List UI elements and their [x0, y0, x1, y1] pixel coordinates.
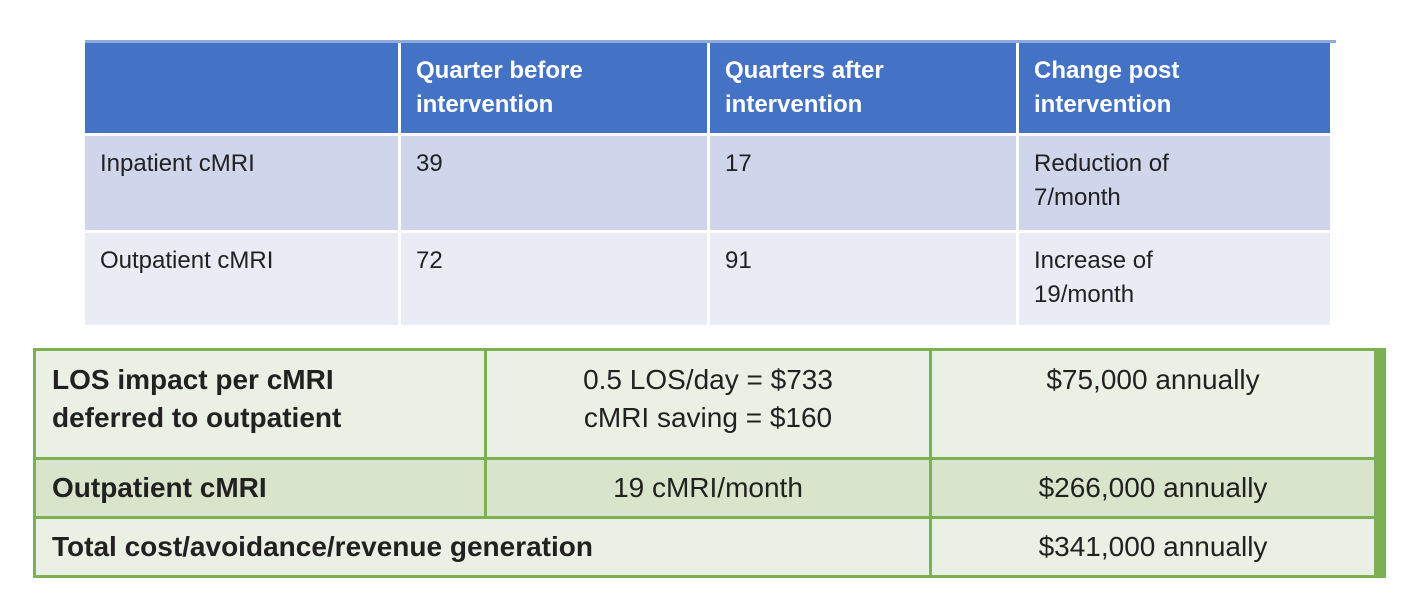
header-line: intervention [725, 91, 863, 119]
row-outpatient-before: 72 [401, 233, 707, 325]
row-inpatient-after: 17 [710, 136, 1016, 230]
row-outpatient-change: Increase of 19/month [1019, 233, 1330, 325]
label-line: deferred to outpatient [52, 401, 342, 433]
los-impact-label: LOS impact per cMRI deferred to outpatie… [36, 351, 484, 457]
header-change-post: Change post intervention [1019, 43, 1330, 133]
row-inpatient-change: Reduction of 7/month [1019, 136, 1330, 230]
outpatient-cmri-amount: $266,000 annually [932, 460, 1374, 516]
change-line: Reduction of [1034, 150, 1169, 177]
header-line: Quarter before [416, 57, 583, 84]
row-outpatient-after: 91 [710, 233, 1016, 325]
change-line: 19/month [1034, 281, 1135, 309]
total-label: Total cost/avoidance/revenue generation [36, 519, 929, 575]
outpatient-cmri-detail: 19 cMRI/month [487, 460, 929, 516]
row-inpatient-label: Inpatient cMRI [85, 136, 398, 230]
los-impact-detail: 0.5 LOS/day = $733 cMRI saving = $160 [487, 351, 929, 457]
header-line: intervention [416, 91, 554, 119]
header-line: Change post [1034, 57, 1180, 84]
detail-line: 0.5 LOS/day = $733 [583, 364, 833, 395]
header-blank-cell [85, 43, 398, 133]
los-impact-amount: $75,000 annually [932, 351, 1374, 457]
cost-avoidance-table: LOS impact per cMRI deferred to outpatie… [33, 348, 1386, 578]
intervention-results-table: Quarter before intervention Quarters aft… [85, 40, 1336, 325]
outpatient-cmri-label: Outpatient cMRI [36, 460, 484, 516]
header-line: intervention [1034, 91, 1172, 119]
total-amount: $341,000 annually [932, 519, 1374, 575]
row-inpatient-before: 39 [401, 136, 707, 230]
label-line: LOS impact per cMRI [52, 364, 334, 395]
header-quarters-after: Quarters after intervention [710, 43, 1016, 133]
header-line: Quarters after [725, 57, 884, 84]
row-outpatient-label: Outpatient cMRI [85, 233, 398, 325]
header-quarter-before: Quarter before intervention [401, 43, 707, 133]
change-line: Increase of [1034, 247, 1153, 274]
change-line: 7/month [1034, 184, 1121, 212]
detail-line: cMRI saving = $160 [583, 401, 833, 433]
